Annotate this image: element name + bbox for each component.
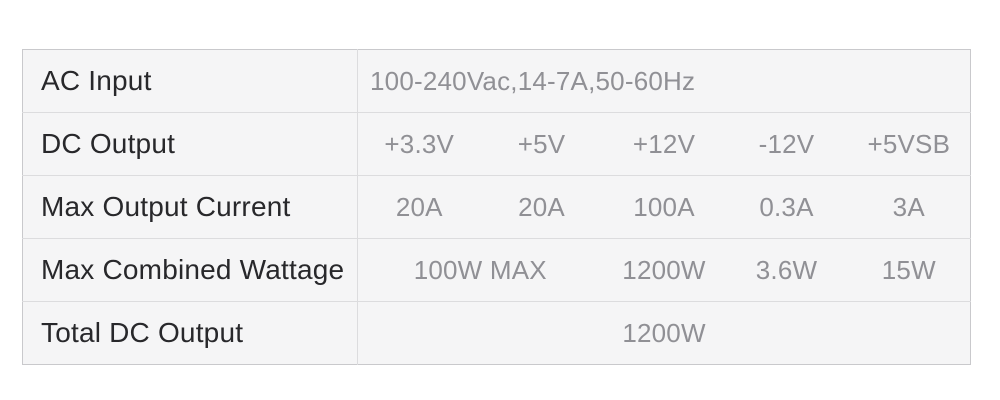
row-dc-output: DC Output +3.3V +5V +12V -12V +5VSB bbox=[22, 112, 971, 176]
current-12v: 100A bbox=[602, 175, 726, 239]
current-5v: 20A bbox=[480, 175, 603, 239]
row-total-dc-output: Total DC Output 1200W bbox=[22, 301, 971, 365]
total-dc-output-label: Total DC Output bbox=[22, 301, 358, 365]
dc-output-rail-3v3: +3.3V bbox=[357, 112, 481, 176]
dc-output-rail-12v: +12V bbox=[602, 112, 726, 176]
current-3v3: 20A bbox=[357, 175, 481, 239]
power-spec-table: AC Input 100-240Vac,14-7A,50-60Hz DC Out… bbox=[22, 49, 972, 365]
max-combined-wattage-label: Max Combined Wattage bbox=[22, 238, 358, 302]
wattage-3v3-5v-combined: 100W MAX bbox=[357, 238, 603, 302]
wattage-12v: 1200W bbox=[602, 238, 726, 302]
row-max-combined-wattage: Max Combined Wattage 100W MAX 1200W 3.6W… bbox=[22, 238, 971, 302]
row-ac-input: AC Input 100-240Vac,14-7A,50-60Hz bbox=[22, 49, 971, 113]
dc-output-label: DC Output bbox=[22, 112, 358, 176]
wattage-neg12v: 3.6W bbox=[725, 238, 848, 302]
wattage-5vsb: 15W bbox=[847, 238, 971, 302]
dc-output-rail-neg12v: -12V bbox=[725, 112, 848, 176]
ac-input-label: AC Input bbox=[22, 49, 358, 113]
spec-table: AC Input 100-240Vac,14-7A,50-60Hz DC Out… bbox=[22, 49, 972, 365]
max-output-current-label: Max Output Current bbox=[22, 175, 358, 239]
dc-output-rail-5v: +5V bbox=[480, 112, 603, 176]
current-neg12v: 0.3A bbox=[725, 175, 848, 239]
row-max-output-current: Max Output Current 20A 20A 100A 0.3A 3A bbox=[22, 175, 971, 239]
current-5vsb: 3A bbox=[847, 175, 971, 239]
total-dc-output-value: 1200W bbox=[357, 301, 971, 365]
ac-input-value: 100-240Vac,14-7A,50-60Hz bbox=[370, 65, 696, 96]
dc-output-rail-5vsb: +5VSB bbox=[847, 112, 971, 176]
